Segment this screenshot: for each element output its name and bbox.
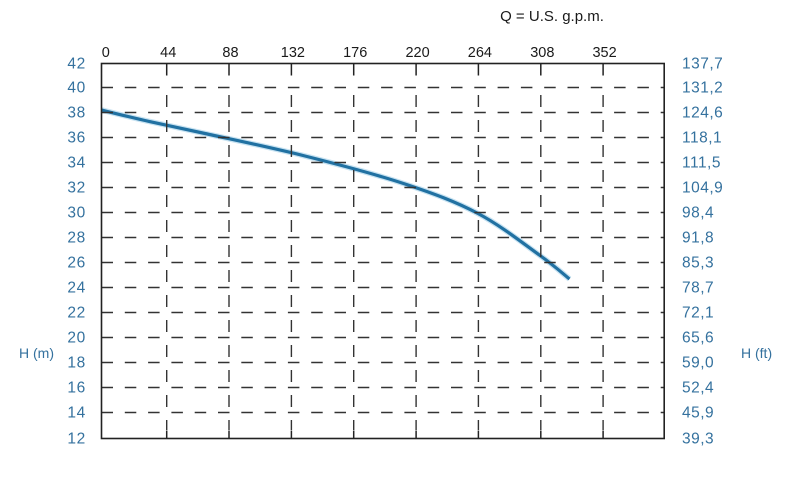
svg-text:104,9: 104,9	[682, 180, 723, 197]
svg-text:38: 38	[67, 105, 86, 122]
svg-text:32: 32	[67, 180, 86, 197]
svg-text:45,9: 45,9	[682, 405, 714, 422]
svg-text:352: 352	[592, 45, 616, 61]
svg-text:44: 44	[160, 45, 176, 61]
svg-text:111,5: 111,5	[682, 155, 721, 172]
svg-text:22: 22	[67, 305, 86, 322]
svg-text:36: 36	[67, 130, 86, 147]
svg-text:18: 18	[67, 355, 86, 372]
svg-text:137,7: 137,7	[682, 56, 723, 73]
svg-text:264: 264	[468, 45, 492, 61]
svg-text:132: 132	[281, 45, 305, 61]
svg-text:220: 220	[405, 45, 429, 61]
svg-text:Q = U.S. g.p.m.: Q = U.S. g.p.m.	[500, 8, 604, 25]
svg-text:16: 16	[67, 380, 86, 397]
svg-text:H (ft): H (ft)	[741, 345, 772, 361]
svg-text:12: 12	[67, 431, 86, 448]
svg-text:78,7: 78,7	[682, 280, 714, 297]
svg-text:308: 308	[530, 45, 554, 61]
svg-text:20: 20	[67, 330, 86, 347]
svg-text:65,6: 65,6	[682, 330, 714, 347]
svg-text:72,1: 72,1	[682, 305, 714, 322]
svg-text:34: 34	[67, 155, 86, 172]
svg-text:52,4: 52,4	[682, 380, 714, 397]
svg-text:59,0: 59,0	[682, 355, 714, 372]
svg-text:124,6: 124,6	[682, 105, 723, 122]
svg-text:24: 24	[67, 280, 86, 297]
svg-text:88: 88	[222, 45, 238, 61]
svg-text:28: 28	[67, 230, 86, 247]
svg-text:176: 176	[343, 45, 367, 61]
svg-text:85,3: 85,3	[682, 255, 714, 272]
svg-text:40: 40	[67, 80, 86, 97]
svg-text:118,1: 118,1	[682, 130, 722, 147]
svg-text:26: 26	[67, 255, 86, 272]
svg-text:91,8: 91,8	[682, 230, 714, 247]
svg-text:98,4: 98,4	[682, 205, 714, 222]
svg-text:14: 14	[67, 405, 86, 422]
svg-text:42: 42	[67, 56, 86, 73]
svg-text:0: 0	[102, 45, 110, 61]
svg-text:131,2: 131,2	[682, 80, 723, 97]
svg-text:39,3: 39,3	[682, 431, 714, 448]
svg-text:H (m): H (m)	[19, 345, 54, 361]
svg-text:30: 30	[67, 205, 86, 222]
